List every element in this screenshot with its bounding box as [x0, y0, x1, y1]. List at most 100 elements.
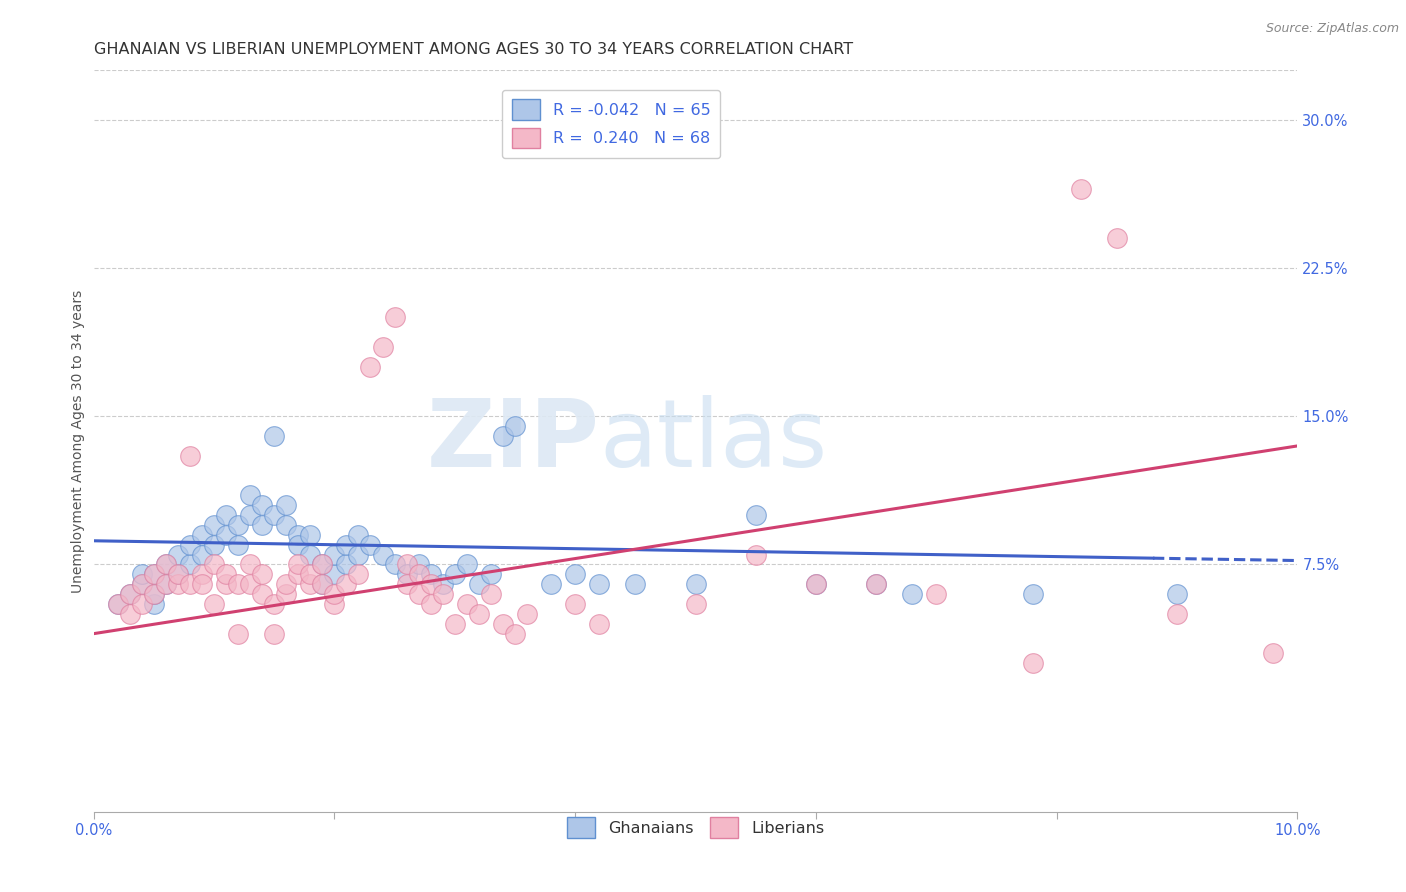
Text: atlas: atlas: [599, 395, 828, 487]
Point: [503, 626, 526, 640]
Point: [142, 597, 165, 611]
Point: [492, 429, 515, 443]
Point: [202, 597, 225, 611]
Text: Source: ZipAtlas.com: Source: ZipAtlas.com: [1265, 22, 1399, 36]
Point: [191, 548, 214, 562]
Point: [408, 567, 430, 582]
Point: [335, 558, 357, 572]
Point: [685, 597, 707, 611]
Point: [142, 567, 165, 582]
Point: [443, 616, 465, 631]
Point: [107, 597, 129, 611]
Point: [226, 518, 249, 533]
Point: [239, 488, 262, 502]
Point: [395, 567, 418, 582]
Point: [226, 626, 249, 640]
Point: [179, 449, 201, 463]
Point: [323, 567, 346, 582]
Point: [359, 538, 381, 552]
Point: [1070, 182, 1092, 196]
Point: [479, 567, 502, 582]
Point: [118, 607, 141, 621]
Point: [419, 577, 441, 591]
Point: [250, 567, 273, 582]
Point: [901, 587, 924, 601]
Legend: Ghanaians, Liberians: Ghanaians, Liberians: [561, 811, 831, 845]
Point: [479, 587, 502, 601]
Point: [395, 577, 418, 591]
Point: [371, 340, 394, 354]
Point: [179, 538, 201, 552]
Point: [865, 577, 887, 591]
Point: [299, 567, 322, 582]
Point: [516, 607, 538, 621]
Point: [540, 577, 562, 591]
Point: [335, 538, 357, 552]
Point: [323, 548, 346, 562]
Point: [215, 567, 238, 582]
Point: [432, 587, 454, 601]
Point: [347, 528, 370, 542]
Point: [239, 577, 262, 591]
Point: [250, 518, 273, 533]
Point: [588, 577, 610, 591]
Point: [155, 558, 177, 572]
Point: [166, 577, 188, 591]
Point: [925, 587, 948, 601]
Point: [202, 558, 225, 572]
Point: [804, 577, 827, 591]
Point: [131, 577, 153, 591]
Point: [226, 577, 249, 591]
Point: [395, 558, 418, 572]
Point: [564, 567, 586, 582]
Point: [166, 548, 188, 562]
Point: [419, 567, 441, 582]
Point: [263, 626, 285, 640]
Point: [685, 577, 707, 591]
Point: [166, 567, 188, 582]
Point: [1105, 231, 1128, 245]
Point: [299, 528, 322, 542]
Point: [371, 548, 394, 562]
Point: [311, 558, 333, 572]
Point: [299, 577, 322, 591]
Point: [744, 508, 766, 522]
Point: [131, 577, 153, 591]
Point: [263, 597, 285, 611]
Point: [287, 558, 309, 572]
Point: [503, 419, 526, 434]
Point: [276, 498, 298, 512]
Point: [142, 587, 165, 601]
Point: [179, 558, 201, 572]
Point: [239, 508, 262, 522]
Point: [408, 587, 430, 601]
Point: [142, 567, 165, 582]
Text: ZIP: ZIP: [426, 395, 599, 487]
Point: [250, 587, 273, 601]
Point: [492, 616, 515, 631]
Point: [239, 558, 262, 572]
Point: [276, 587, 298, 601]
Point: [191, 567, 214, 582]
Point: [1166, 587, 1188, 601]
Point: [155, 577, 177, 591]
Point: [443, 567, 465, 582]
Point: [419, 597, 441, 611]
Point: [624, 577, 647, 591]
Point: [215, 577, 238, 591]
Point: [202, 538, 225, 552]
Point: [118, 587, 141, 601]
Point: [311, 577, 333, 591]
Point: [432, 577, 454, 591]
Point: [191, 528, 214, 542]
Point: [347, 548, 370, 562]
Point: [588, 616, 610, 631]
Point: [384, 310, 406, 325]
Point: [1166, 607, 1188, 621]
Point: [276, 577, 298, 591]
Point: [155, 558, 177, 572]
Point: [1021, 657, 1043, 671]
Point: [1263, 647, 1285, 661]
Point: [311, 577, 333, 591]
Point: [155, 577, 177, 591]
